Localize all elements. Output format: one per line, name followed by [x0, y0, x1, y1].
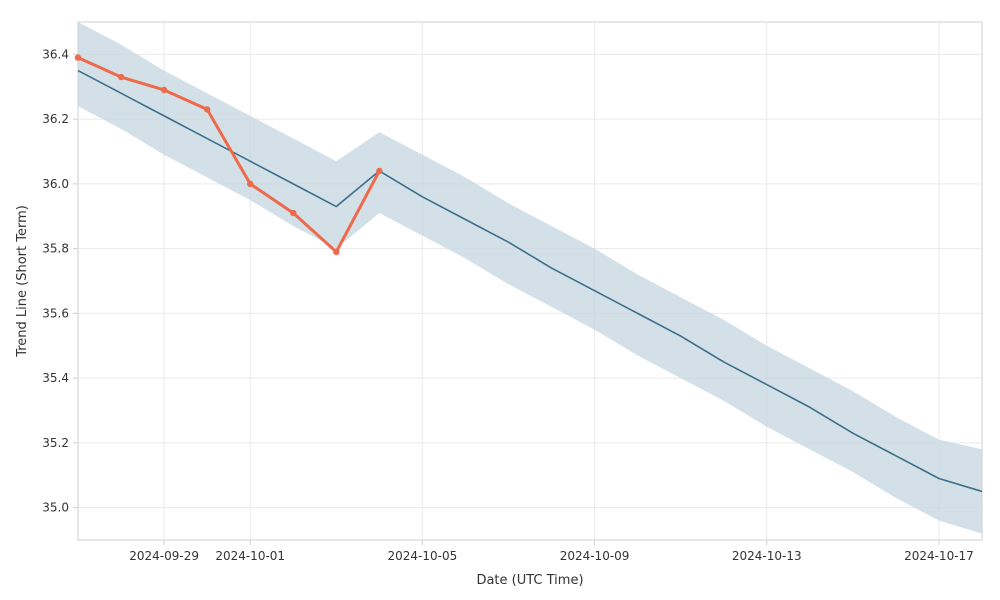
- actual-marker: [333, 249, 339, 255]
- actual-marker: [161, 87, 167, 93]
- x-tick-label: 2024-09-29: [129, 549, 199, 563]
- y-tick-label: 35.8: [42, 242, 69, 256]
- y-tick-label: 35.4: [42, 371, 69, 385]
- actual-marker: [376, 168, 382, 174]
- y-tick-label: 36.4: [42, 47, 69, 61]
- x-tick-label: 2024-10-01: [215, 549, 285, 563]
- trend-chart: 35.0 35.2 35.4 35.6 35.8 36.0 36.2 36.4 2024-09-…: [0, 0, 1000, 600]
- x-tick-label: 2024-10-13: [732, 549, 802, 563]
- y-tick-label: 35.2: [42, 436, 69, 450]
- actual-marker: [290, 210, 296, 216]
- y-tick-label: 36.0: [42, 177, 69, 191]
- y-tick-label: 35.6: [42, 306, 69, 320]
- x-tick-label: 2024-10-17: [904, 549, 974, 563]
- x-tick-label: 2024-10-09: [560, 549, 630, 563]
- actual-marker: [75, 54, 81, 60]
- y-tick-label: 36.2: [42, 112, 69, 126]
- chart-svg: 35.0 35.2 35.4 35.6 35.8 36.0 36.2 36.4 2024-09-…: [0, 0, 1000, 600]
- x-tick-label: 2024-10-05: [388, 549, 458, 563]
- actual-marker: [118, 74, 124, 80]
- actual-marker: [204, 106, 210, 112]
- y-axis-label: Trend Line (Short Term): [15, 205, 30, 358]
- y-tick-label: 35.0: [42, 501, 69, 515]
- actual-marker: [247, 181, 253, 187]
- x-axis-label: Date (UTC Time): [476, 573, 583, 588]
